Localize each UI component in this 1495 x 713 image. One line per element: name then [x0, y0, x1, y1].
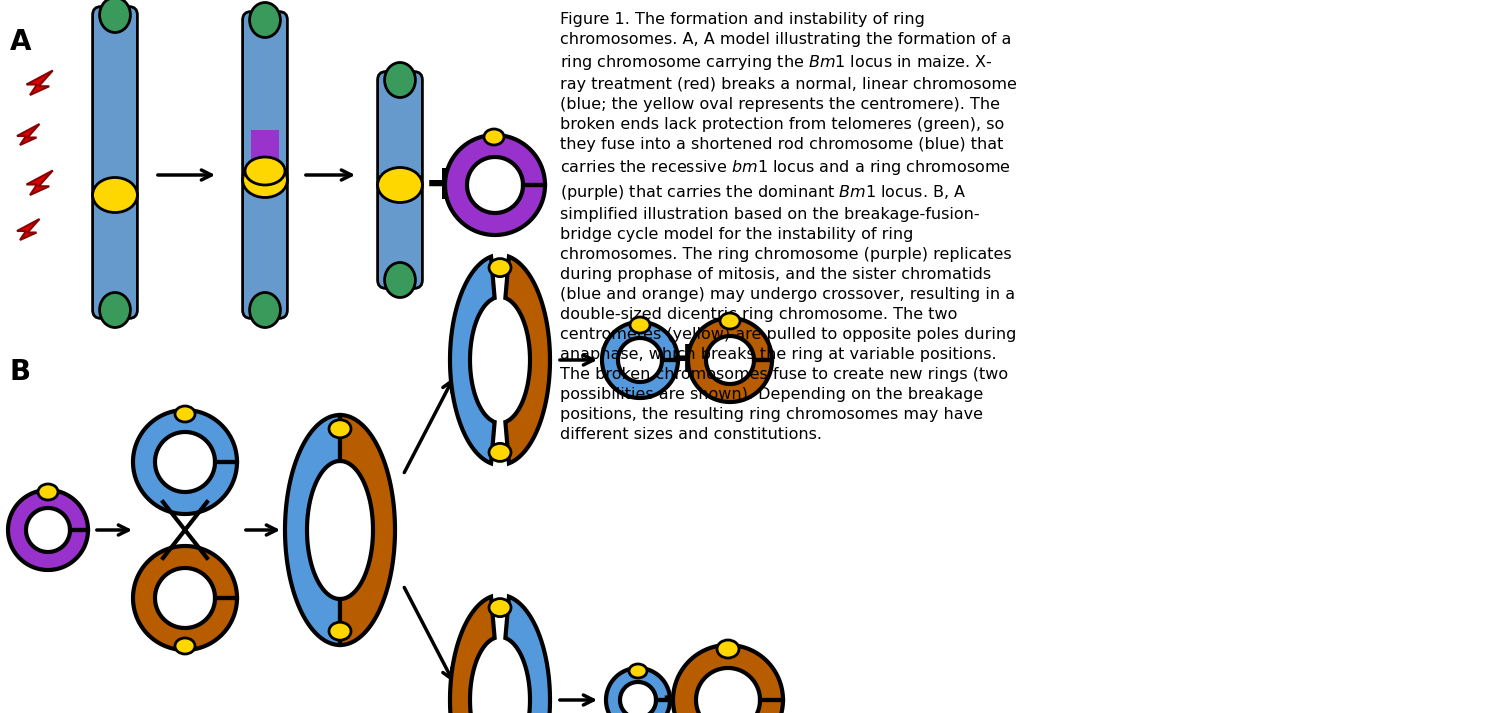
- Polygon shape: [605, 668, 670, 713]
- Polygon shape: [602, 322, 679, 398]
- Bar: [251, 130, 280, 165]
- Ellipse shape: [175, 638, 194, 654]
- Ellipse shape: [489, 599, 511, 617]
- Text: A: A: [10, 28, 31, 56]
- Ellipse shape: [250, 160, 281, 195]
- Text: B: B: [10, 358, 31, 386]
- Polygon shape: [688, 318, 771, 402]
- Ellipse shape: [250, 3, 281, 38]
- Polygon shape: [16, 124, 39, 145]
- Polygon shape: [7, 490, 88, 570]
- Polygon shape: [286, 415, 339, 645]
- Polygon shape: [450, 257, 495, 463]
- Ellipse shape: [629, 664, 647, 678]
- Ellipse shape: [721, 313, 740, 329]
- Polygon shape: [446, 135, 546, 235]
- Ellipse shape: [384, 262, 416, 297]
- Ellipse shape: [489, 259, 511, 277]
- Ellipse shape: [242, 163, 287, 198]
- Polygon shape: [27, 71, 52, 95]
- Ellipse shape: [245, 157, 286, 185]
- Ellipse shape: [250, 292, 281, 327]
- FancyBboxPatch shape: [378, 71, 423, 288]
- FancyBboxPatch shape: [242, 11, 287, 181]
- Text: Figure 1. The formation and instability of ring
chromosomes. A, A model illustra: Figure 1. The formation and instability …: [561, 12, 1017, 442]
- Ellipse shape: [250, 155, 281, 190]
- Ellipse shape: [100, 0, 130, 33]
- Polygon shape: [27, 170, 52, 195]
- Polygon shape: [133, 546, 238, 650]
- Ellipse shape: [93, 178, 138, 212]
- Ellipse shape: [37, 484, 58, 500]
- Ellipse shape: [329, 622, 351, 640]
- Polygon shape: [505, 597, 550, 713]
- Polygon shape: [16, 219, 39, 240]
- FancyBboxPatch shape: [242, 168, 287, 319]
- Ellipse shape: [100, 292, 130, 327]
- Text: +: +: [425, 161, 466, 209]
- Polygon shape: [450, 597, 495, 713]
- Ellipse shape: [484, 129, 504, 145]
- Ellipse shape: [329, 420, 351, 438]
- Polygon shape: [339, 415, 395, 645]
- Text: +: +: [668, 339, 706, 381]
- Ellipse shape: [175, 406, 194, 422]
- Ellipse shape: [718, 640, 739, 658]
- FancyBboxPatch shape: [93, 6, 138, 319]
- Ellipse shape: [629, 317, 650, 333]
- Polygon shape: [133, 410, 238, 514]
- Ellipse shape: [384, 63, 416, 98]
- Ellipse shape: [489, 443, 511, 461]
- Text: +: +: [659, 679, 697, 713]
- Polygon shape: [673, 645, 783, 713]
- Polygon shape: [505, 257, 550, 463]
- Ellipse shape: [378, 168, 423, 202]
